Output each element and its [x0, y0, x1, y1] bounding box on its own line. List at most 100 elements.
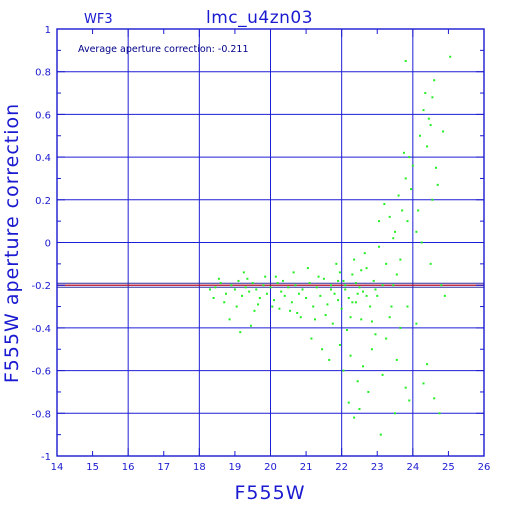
- scatter-point: [333, 292, 336, 295]
- scatter-point: [394, 412, 397, 415]
- scatter-point: [392, 237, 395, 240]
- scatter-point: [358, 408, 361, 411]
- scatter-point: [296, 311, 299, 314]
- scatter-point: [310, 337, 313, 340]
- scatter-point: [233, 288, 236, 291]
- scatter-point: [289, 309, 292, 312]
- scatter-point: [219, 282, 222, 285]
- scatter-point: [369, 305, 372, 308]
- scatter-point: [434, 166, 437, 169]
- scatter-point: [349, 354, 352, 357]
- scatter-point: [248, 290, 251, 293]
- scatter-point: [329, 288, 332, 291]
- x-tick-label: 17: [157, 462, 170, 473]
- scatter-point: [431, 198, 434, 201]
- scatter-point: [321, 348, 324, 351]
- scatter-point: [372, 279, 375, 282]
- scatter-point: [317, 275, 320, 278]
- scatter-point: [294, 284, 297, 287]
- scatter-point: [292, 271, 295, 274]
- scatter-point: [399, 258, 402, 261]
- scatter-point: [415, 230, 418, 233]
- x-tick-labels: 14 15 16 17 18 19 20 21 22 23 24 25 26: [51, 462, 491, 473]
- scatter-point: [290, 301, 293, 304]
- scatter-point: [301, 288, 304, 291]
- scatter-point: [429, 262, 432, 265]
- scatter-point: [297, 292, 300, 295]
- scatter-point: [408, 156, 411, 159]
- scatter-point: [370, 348, 373, 351]
- scatter-point: [324, 314, 327, 317]
- scatter-point: [264, 275, 267, 278]
- scatter-point: [415, 322, 418, 325]
- x-tick-label: 19: [229, 462, 242, 473]
- scatter-point: [338, 343, 341, 346]
- x-axis-title: F555W: [235, 482, 306, 504]
- x-tick-label: 21: [300, 462, 313, 473]
- scatter-point: [258, 297, 261, 300]
- y-tick-label: -1: [41, 452, 51, 463]
- y-tick-label: 0.8: [35, 68, 51, 79]
- scatter-point: [353, 416, 356, 419]
- scatter-point: [331, 322, 334, 325]
- scatter-point: [287, 286, 290, 289]
- scatter-point: [402, 151, 405, 154]
- scatter-point: [381, 373, 384, 376]
- y-tick-label: 0.2: [35, 196, 51, 207]
- scatter-point: [374, 333, 377, 336]
- x-tick-label: 16: [122, 462, 135, 473]
- scatter-point: [228, 318, 231, 321]
- scatter-point: [329, 284, 332, 287]
- y-tick-label: 1: [45, 25, 51, 36]
- scatter-point: [433, 397, 436, 400]
- scatter-point: [365, 294, 368, 297]
- scatter-point: [399, 326, 402, 329]
- average-correction-note: Average aperture correction: -0.211: [78, 44, 249, 55]
- scatter-point: [378, 220, 381, 223]
- scatter-point: [404, 386, 407, 389]
- scatter-point: [347, 297, 350, 300]
- scatter-point: [426, 363, 429, 366]
- y-axis-title: F555W aperture correction: [1, 103, 23, 383]
- scatter-point: [385, 337, 388, 340]
- scatter-point: [251, 282, 254, 285]
- scatter-point: [239, 331, 242, 334]
- scatter-point: [383, 203, 386, 206]
- scatter-point: [440, 284, 443, 287]
- scatter-point: [365, 267, 368, 270]
- scatter-point: [408, 399, 411, 402]
- scatter-point: [276, 282, 279, 285]
- scatter-point: [244, 286, 247, 289]
- scatter-point: [308, 282, 311, 285]
- scatter-point: [281, 279, 284, 282]
- scatter-point: [449, 55, 452, 58]
- scatter-point: [411, 164, 414, 167]
- chart-title: lmc_u4zn03: [206, 8, 313, 28]
- x-tick-label: 23: [371, 462, 384, 473]
- scatter-point: [426, 145, 429, 148]
- scatter-point: [404, 60, 407, 63]
- scatter-point: [305, 297, 308, 300]
- y-tick-labels: 1 0.8 0.6 0.4 0.2 0 -0.2 -0.4 -0.6 -0.8 -1: [31, 25, 51, 463]
- scatter-point: [360, 318, 363, 321]
- x-tick-label: 20: [264, 462, 277, 473]
- x-tick-label: 14: [51, 462, 64, 473]
- scatter-point: [404, 177, 407, 180]
- scatter-point: [346, 329, 349, 332]
- scatter-point: [241, 294, 244, 297]
- scatter-point: [424, 92, 427, 95]
- scatter-point: [315, 286, 318, 289]
- scatter-point: [249, 324, 252, 327]
- scatter-point: [376, 294, 379, 297]
- y-tick-label: -0.2: [31, 281, 51, 292]
- scatter-point: [214, 286, 217, 289]
- scatter-point: [257, 303, 260, 306]
- scatter-point: [326, 303, 329, 306]
- scatter-point: [378, 245, 381, 248]
- scatter-point: [246, 277, 249, 280]
- scatter-point: [344, 284, 347, 287]
- scatter-point: [427, 117, 430, 120]
- scatter-point: [388, 215, 391, 218]
